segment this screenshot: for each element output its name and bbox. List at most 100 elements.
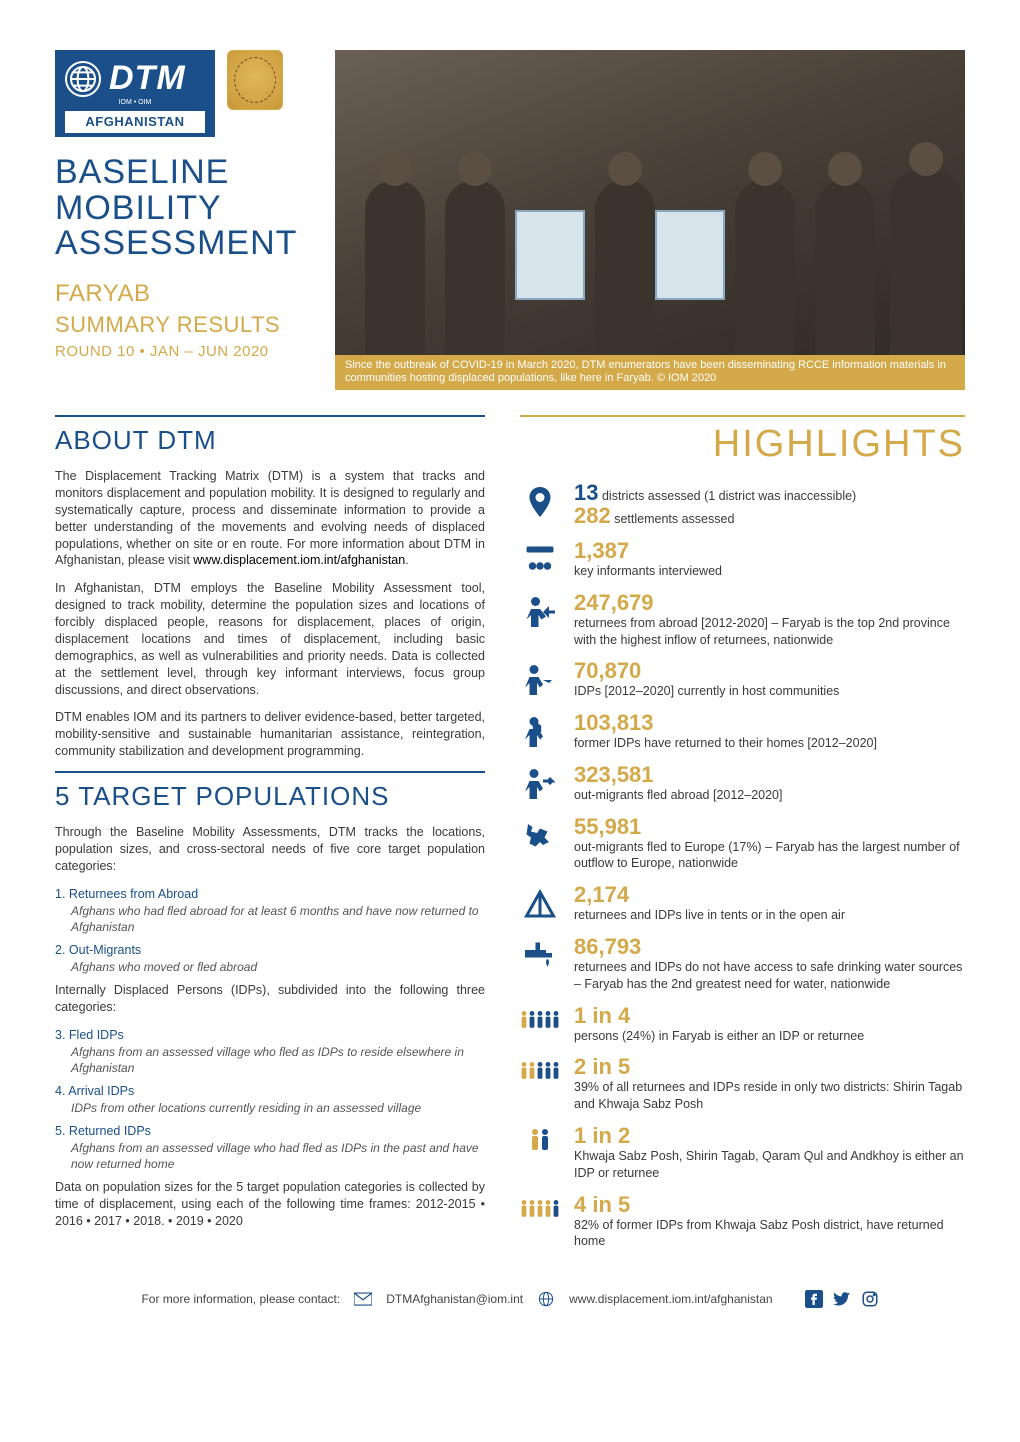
about-paragraph: The Displacement Tracking Matrix (DTM) i…	[55, 468, 485, 569]
highlight-row: 55,981 out-migrants fled to Europe (17%)…	[520, 816, 965, 873]
water-tap-icon	[520, 936, 560, 974]
highlight-number: 1 in 4	[574, 1005, 630, 1027]
about-paragraph: DTM enables IOM and its partners to deli…	[55, 709, 485, 760]
people-1in4-icon	[520, 1005, 560, 1031]
target-item-name: Returned IDPs	[69, 1124, 151, 1138]
title-line: MOBILITY	[55, 189, 222, 227]
target-item-number: 2.	[55, 943, 65, 957]
target-item: 1. Returnees from Abroad Afghans who had…	[55, 886, 485, 935]
highlight-text: key informants interviewed	[574, 564, 722, 578]
highlight-number: 1,387	[574, 540, 629, 562]
highlight-row: 2,174 returnees and IDPs live in tents o…	[520, 884, 965, 924]
idp-intro: Internally Displaced Persons (IDPs), sub…	[55, 982, 485, 1016]
highlight-row: 70,870 IDPs [2012–2020] currently in hos…	[520, 660, 965, 700]
instagram-icon[interactable]	[861, 1290, 879, 1308]
highlight-text: out-migrants fled abroad [2012–2020]	[574, 788, 782, 802]
highlight-text: Khwaja Sabz Posh, Shirin Tagab, Qaram Qu…	[574, 1149, 964, 1180]
highlights-heading: HIGHLIGHTS	[520, 415, 965, 470]
highlight-text: returnees from abroad [2012-2020] – Fary…	[574, 616, 950, 647]
highlight-number: 323,581	[574, 764, 654, 786]
highlight-row: 1 in 2 Khwaja Sabz Posh, Shirin Tagab, Q…	[520, 1125, 965, 1182]
highlight-number: 55,981	[574, 816, 641, 838]
tent-icon	[520, 884, 560, 922]
highlight-number: 86,793	[574, 936, 641, 958]
people-4in5-icon	[520, 1194, 560, 1220]
report-title: BASELINE MOBILITY ASSESSMENT	[55, 155, 315, 262]
highlight-text: persons (24%) in Faryab is either an IDP…	[574, 1029, 864, 1043]
highlight-text: IDPs [2012–2020] currently in host commu…	[574, 684, 839, 698]
target-item-number: 5.	[55, 1124, 65, 1138]
target-item: 5. Returned IDPs Afghans from an assesse…	[55, 1123, 485, 1172]
target-item: 3. Fled IDPs Afghans from an assessed vi…	[55, 1027, 485, 1076]
highlight-row: 4 in 5 82% of former IDPs from Khwaja Sa…	[520, 1194, 965, 1251]
target-intro: Through the Baseline Mobility Assessment…	[55, 824, 485, 875]
iom-subtext: IOM • OIM	[65, 98, 205, 107]
target-item-desc: Afghans from an assessed village who fle…	[55, 1044, 485, 1076]
people-2in5-icon	[520, 1056, 560, 1082]
highlight-number: 2,174	[574, 884, 629, 906]
footer-web[interactable]: www.displacement.iom.int/afghanistan	[569, 1291, 772, 1307]
survey-icon	[520, 540, 560, 578]
highlight-text: 82% of former IDPs from Khwaja Sabz Posh…	[574, 1218, 944, 1249]
title-line: ASSESSMENT	[55, 224, 297, 262]
highlight-row: 2 in 5 39% of all returnees and IDPs res…	[520, 1056, 965, 1113]
facebook-icon[interactable]	[805, 1290, 823, 1308]
target-item: 2. Out-Migrants Afghans who moved or fle…	[55, 942, 485, 975]
target-item-number: 4.	[55, 1084, 65, 1098]
dtm-logo-text: DTM	[109, 56, 186, 102]
target-item-desc: Afghans from an assessed village who had…	[55, 1140, 485, 1172]
target-populations-list-a: 1. Returnees from Abroad Afghans who had…	[55, 886, 485, 975]
round-label: ROUND 10 • JAN – JUN 2020	[55, 342, 315, 362]
target-item-name: Out-Migrants	[69, 943, 141, 957]
envelope-icon	[354, 1292, 372, 1306]
highlight-row: 323,581 out-migrants fled abroad [2012–2…	[520, 764, 965, 804]
highlight-number: 282	[574, 505, 611, 527]
person-arrow-icon	[520, 660, 560, 698]
target-item-desc: Afghans who had fled abroad for at least…	[55, 903, 485, 935]
target-item-name: Returnees from Abroad	[69, 887, 198, 901]
highlight-number: 247,679	[574, 592, 654, 614]
highlight-number: 70,870	[574, 660, 641, 682]
target-populations-list-b: 3. Fled IDPs Afghans from an assessed vi…	[55, 1027, 485, 1173]
highlight-row: 1 in 4 persons (24%) in Faryab is either…	[520, 1005, 965, 1045]
about-dtm-link[interactable]: www.displacement.iom.int/afghanistan	[193, 553, 405, 567]
about-p1-tail: .	[405, 553, 408, 567]
highlight-row: 247,679 returnees from abroad [2012-2020…	[520, 592, 965, 649]
summary-results-label: SUMMARY RESULTS	[55, 310, 315, 340]
europe-map-icon	[520, 816, 560, 854]
province-name: FARYAB	[55, 278, 315, 310]
highlight-text: 39% of all returnees and IDPs reside in …	[574, 1080, 962, 1111]
highlight-row: 103,813 former IDPs have returned to the…	[520, 712, 965, 752]
footer-email[interactable]: DTMAfghanistan@iom.int	[386, 1291, 523, 1307]
highlight-text: settlements assessed	[614, 512, 734, 526]
person-out-icon	[520, 764, 560, 802]
target-item-name: Fled IDPs	[69, 1028, 124, 1042]
map-pin-icon	[520, 482, 560, 520]
footer: For more information, please contact: DT…	[55, 1290, 965, 1308]
title-line: BASELINE	[55, 153, 229, 191]
target-item-desc: IDPs from other locations currently resi…	[55, 1100, 485, 1116]
country-label: AFGHANISTAN	[65, 111, 205, 133]
people-1in2-icon	[520, 1125, 560, 1151]
globe-icon	[537, 1292, 555, 1306]
highlight-text: returnees and IDPs live in tents or in t…	[574, 908, 845, 922]
highlight-text: returnees and IDPs do not have access to…	[574, 960, 962, 991]
highlight-text: out-migrants fled to Europe (17%) – Fary…	[574, 840, 960, 871]
person-return-icon	[520, 592, 560, 630]
highlight-row: 1,387 key informants interviewed	[520, 540, 965, 580]
about-heading: ABOUT DTM	[55, 415, 485, 458]
highlight-text: former IDPs have returned to their homes…	[574, 736, 877, 750]
twitter-icon[interactable]	[833, 1290, 851, 1308]
header-left: DTM IOM • OIM AFGHANISTAN BASELINE MOBIL…	[55, 50, 315, 390]
highlight-number: 1 in 2	[574, 1125, 630, 1147]
target-item-name: Arrival IDPs	[68, 1084, 134, 1098]
target-populations-heading: 5 TARGET POPULATIONS	[55, 771, 485, 814]
target-item-number: 1.	[55, 887, 65, 901]
hero-caption: Since the outbreak of COVID-19 in March …	[335, 355, 965, 391]
dtm-logo: DTM IOM • OIM AFGHANISTAN	[55, 50, 215, 137]
globe-icon	[65, 61, 101, 97]
highlight-row: 13 districts assessed (1 district was in…	[520, 482, 965, 528]
target-item-number: 3.	[55, 1028, 65, 1042]
about-paragraph: In Afghanistan, DTM employs the Baseline…	[55, 580, 485, 698]
highlight-number: 13	[574, 482, 598, 504]
